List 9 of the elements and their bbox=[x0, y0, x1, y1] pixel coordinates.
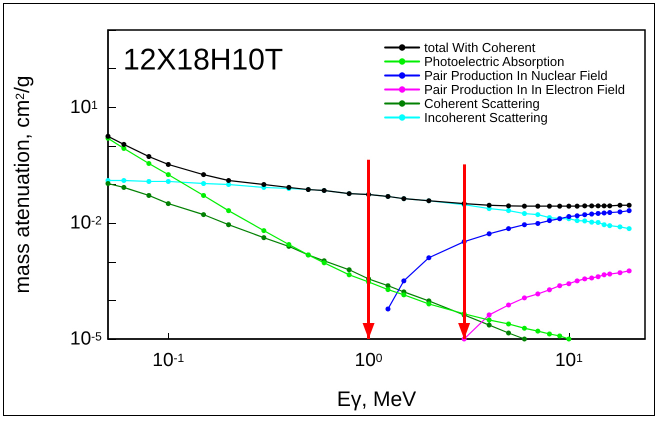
legend-label: Coherent Scattering bbox=[424, 96, 540, 111]
x-axis-title: Eγ, MeV bbox=[336, 388, 416, 411]
legend-label: total With Coherent bbox=[424, 40, 536, 55]
y-axis-title: mass atenuation, cm2/g bbox=[11, 76, 34, 294]
legend-label: Pair Production In In Electron Field bbox=[424, 82, 626, 97]
chart-title: 12X18H10T bbox=[123, 44, 284, 76]
legend-label: Incoherent Scattering bbox=[424, 110, 548, 125]
legend-label: Photoelectric Absorption bbox=[424, 54, 564, 69]
legend-label: Pair Production In Nuclear Field bbox=[424, 68, 608, 83]
